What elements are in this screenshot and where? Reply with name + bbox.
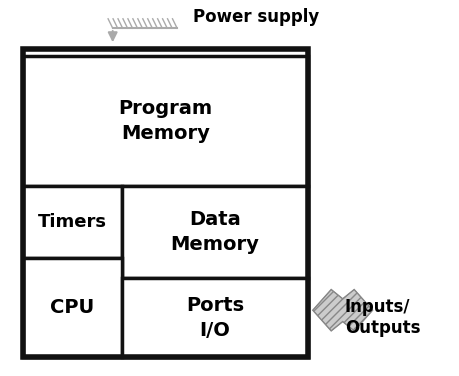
Bar — [122, 278, 308, 357]
Text: CPU: CPU — [50, 298, 95, 317]
Bar — [122, 186, 308, 278]
Bar — [23, 56, 308, 186]
Text: Timers: Timers — [38, 213, 106, 231]
Text: Power supply: Power supply — [193, 8, 319, 26]
Text: Data
Memory: Data Memory — [170, 210, 259, 254]
Text: Program
Memory: Program Memory — [118, 99, 212, 143]
Bar — [23, 186, 122, 258]
Text: Ports
I/O: Ports I/O — [185, 296, 244, 340]
Bar — [23, 258, 122, 357]
Text: Inputs/
Outputs: Inputs/ Outputs — [344, 298, 420, 337]
Polygon shape — [312, 290, 372, 331]
Bar — [23, 49, 308, 357]
